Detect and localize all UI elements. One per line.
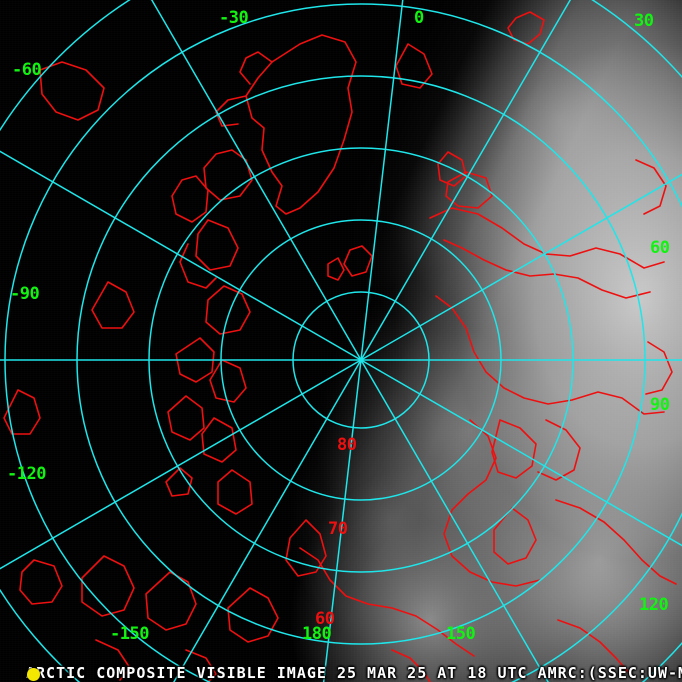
longitude-label-180: 180 bbox=[302, 624, 332, 644]
meridian--150 bbox=[173, 359, 362, 682]
longitude-label--60: -60 bbox=[12, 60, 42, 80]
meridian-0 bbox=[360, 0, 404, 361]
image-caption: ARCTIC COMPOSITE VISIBLE IMAGE 25 MAR 25… bbox=[26, 664, 682, 682]
meridian-60 bbox=[360, 173, 682, 361]
meridian--120 bbox=[0, 359, 362, 570]
longitude-label-150: 150 bbox=[446, 624, 476, 644]
meridian-120 bbox=[360, 359, 682, 547]
longitude-label-60: 60 bbox=[650, 238, 670, 258]
longitude-label-30: 30 bbox=[634, 11, 654, 31]
mouse-cursor[interactable] bbox=[27, 668, 40, 681]
latitude-label-70: 70 bbox=[328, 519, 348, 539]
meridian-150 bbox=[360, 359, 549, 682]
longitude-label-90: 90 bbox=[650, 395, 670, 415]
latitude-label-60: 60 bbox=[315, 609, 335, 629]
longitude-label--30: -30 bbox=[219, 8, 249, 28]
parallel-40 bbox=[4, 3, 682, 682]
meridian--30 bbox=[150, 0, 362, 361]
latitude-label-80: 80 bbox=[337, 435, 357, 455]
longitude-label--90: -90 bbox=[10, 284, 40, 304]
meridian-180 bbox=[322, 359, 362, 682]
meridian--60 bbox=[0, 150, 362, 361]
longitude-label--150: -150 bbox=[110, 624, 149, 644]
longitude-label-120: 120 bbox=[639, 595, 669, 615]
longitude-label--120: -120 bbox=[7, 464, 46, 484]
longitude-label-0: 0 bbox=[414, 8, 424, 28]
meridian-30 bbox=[360, 0, 572, 361]
